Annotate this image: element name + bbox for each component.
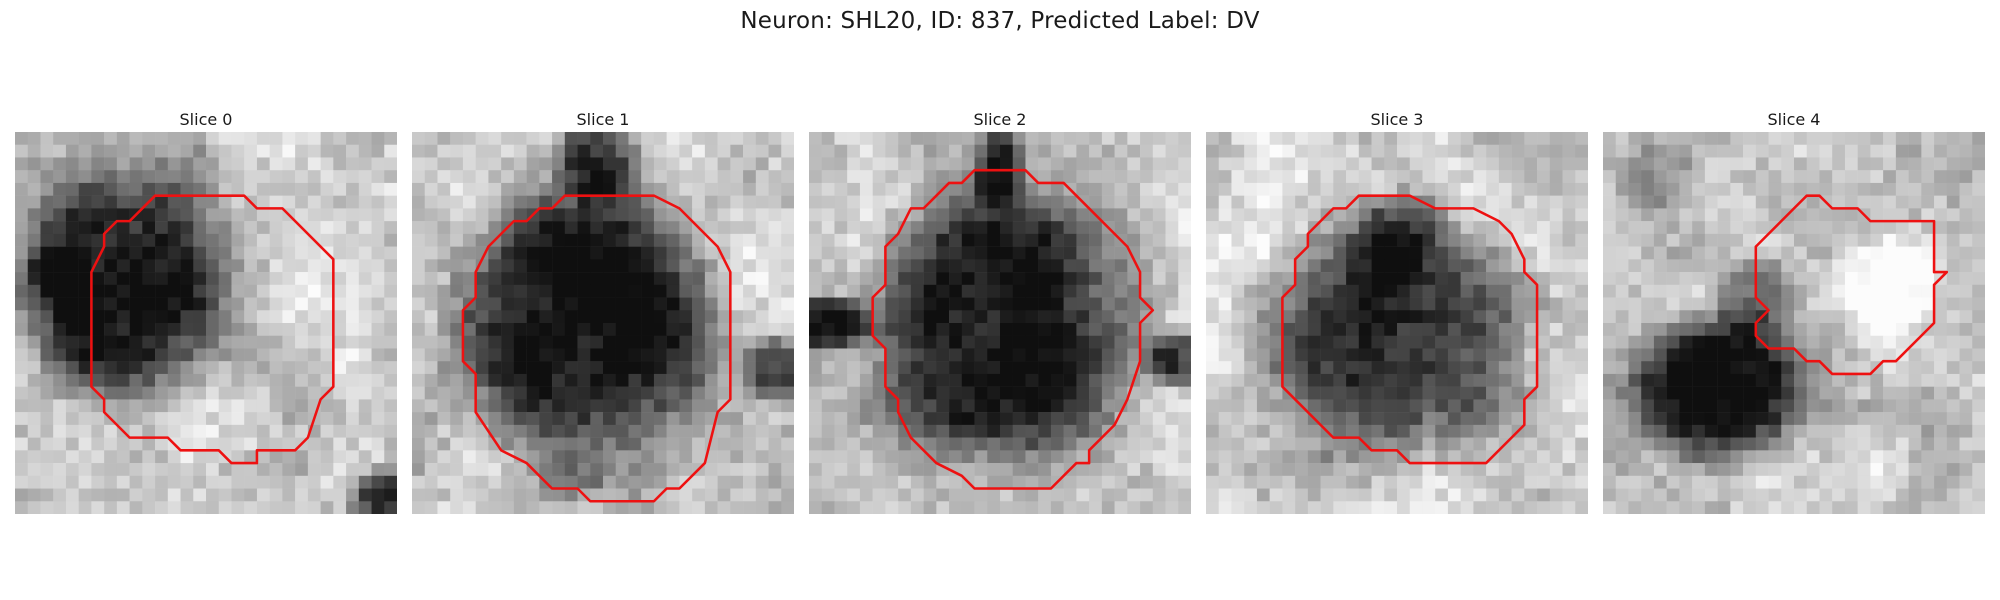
segmentation-contour [90,194,335,465]
slice-image-2 [809,132,1191,514]
slice-title-2: Slice 2 [973,110,1027,129]
slice-image-4 [1603,132,1985,514]
slice-image-1 [412,132,794,514]
slice-title-1: Slice 1 [576,110,630,129]
slice-title-0: Slice 0 [179,110,233,129]
slice-title-4: Slice 4 [1767,110,1821,129]
slice-panel-2: Slice 2 [809,108,1191,514]
segmentation-contour [871,168,1155,490]
segmentation-contour [461,194,732,503]
segmentation-contour [1754,194,1949,376]
slice-title-3: Slice 3 [1370,110,1424,129]
slice-panel-1: Slice 1 [412,108,794,514]
segmentation-contour [1281,194,1539,465]
figure-title: Neuron: SHL20, ID: 837, Predicted Label:… [740,8,1260,34]
slice-panel-0: Slice 0 [15,108,397,514]
slice-image-3 [1206,132,1588,514]
slice-image-0 [15,132,397,514]
slice-panel-4: Slice 4 [1603,108,1985,514]
slice-panel-3: Slice 3 [1206,108,1588,514]
